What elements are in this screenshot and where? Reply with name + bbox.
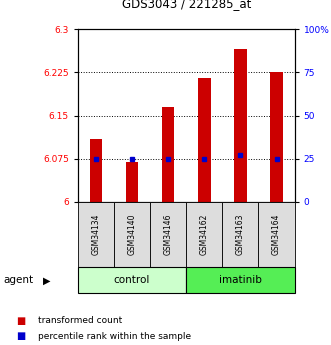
Text: GSM34162: GSM34162 xyxy=(200,214,209,255)
Text: GSM34140: GSM34140 xyxy=(127,214,136,255)
Text: percentile rank within the sample: percentile rank within the sample xyxy=(38,332,191,341)
Text: agent: agent xyxy=(3,275,33,285)
Text: GSM34146: GSM34146 xyxy=(164,214,173,255)
Text: control: control xyxy=(114,275,150,285)
Bar xyxy=(89,139,102,202)
Text: GSM34164: GSM34164 xyxy=(272,214,281,255)
Bar xyxy=(234,49,247,202)
Text: GSM34134: GSM34134 xyxy=(91,214,100,255)
Text: ▶: ▶ xyxy=(43,275,50,285)
Text: ■: ■ xyxy=(17,332,26,341)
Text: transformed count: transformed count xyxy=(38,316,122,325)
Text: GSM34163: GSM34163 xyxy=(236,214,245,255)
Text: GDS3043 / 221285_at: GDS3043 / 221285_at xyxy=(121,0,251,10)
Bar xyxy=(198,78,211,202)
Bar xyxy=(270,72,283,202)
Text: ■: ■ xyxy=(17,316,26,326)
Bar xyxy=(162,107,174,202)
Bar xyxy=(126,161,138,202)
Text: imatinib: imatinib xyxy=(219,275,262,285)
